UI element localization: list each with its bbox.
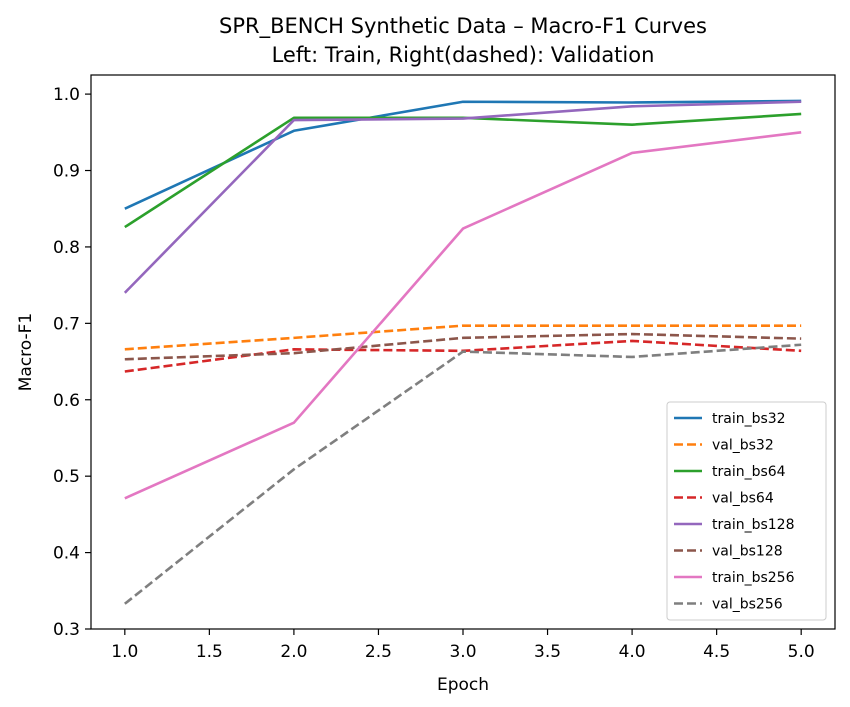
- legend-label: train_bs256: [712, 570, 795, 586]
- y-tick-label: 0.5: [53, 467, 80, 487]
- series-line-train-bs128: [123, 100, 802, 294]
- series-layer: [123, 99, 802, 605]
- x-axis: 1.0 1.5 2.0 2.5 3.0 3.5 4.0 4.5 5.0: [111, 629, 815, 662]
- legend: train_bs32 val_bs32 train_bs64 val_bs64trai…: [666, 401, 827, 621]
- x-tick-label: 3.5: [534, 642, 561, 662]
- x-tick-label: 3.0: [449, 642, 476, 662]
- series-line-val-bs128: [124, 332, 802, 361]
- legend-label: train_bs128: [712, 517, 795, 533]
- y-tick-label: 0.9: [53, 162, 80, 182]
- y-tick-label: 0.3: [53, 620, 80, 640]
- series-line-train-bs32: [124, 99, 802, 210]
- x-axis-label: Epoch: [437, 675, 489, 695]
- series-line-train-bs256: [124, 131, 802, 500]
- chart-subtitle: Left: Train, Right(dashed): Validation: [272, 43, 655, 67]
- y-tick-label: 0.6: [53, 391, 80, 411]
- y-tick-label: 0.7: [53, 314, 80, 334]
- legend-box: [666, 401, 827, 621]
- legend-label: train_bs64: [712, 464, 786, 480]
- legend-label: val_bs64: [712, 491, 774, 507]
- y-axis-label: Macro-F1: [16, 313, 36, 392]
- x-tick-label: 4.5: [703, 642, 730, 662]
- legend-label: train_bs32: [712, 411, 786, 427]
- x-tick-label: 1.0: [111, 642, 138, 662]
- series-line-val-bs32: [124, 324, 802, 351]
- x-tick-label: 5.0: [788, 642, 815, 662]
- x-tick-label: 2.0: [280, 642, 307, 662]
- x-tick-label: 4.0: [619, 642, 646, 662]
- y-tick-label: 0.8: [53, 238, 80, 258]
- y-axis: 0.3 0.4 0.5 0.6 0.7 0.8 0.9 1.0: [53, 85, 91, 640]
- legend-label: val_bs128: [712, 544, 783, 560]
- y-tick-label: 0.4: [53, 544, 80, 564]
- legend-label: val_bs32: [712, 438, 774, 454]
- legend-label: val_bs256: [712, 597, 783, 613]
- y-tick-label: 1.0: [53, 85, 80, 105]
- chart-title: SPR_BENCH Synthetic Data – Macro-F1 Curv…: [219, 14, 707, 39]
- x-tick-label: 1.5: [196, 642, 223, 662]
- x-tick-label: 2.5: [365, 642, 392, 662]
- series-line-val-bs256: [124, 343, 802, 605]
